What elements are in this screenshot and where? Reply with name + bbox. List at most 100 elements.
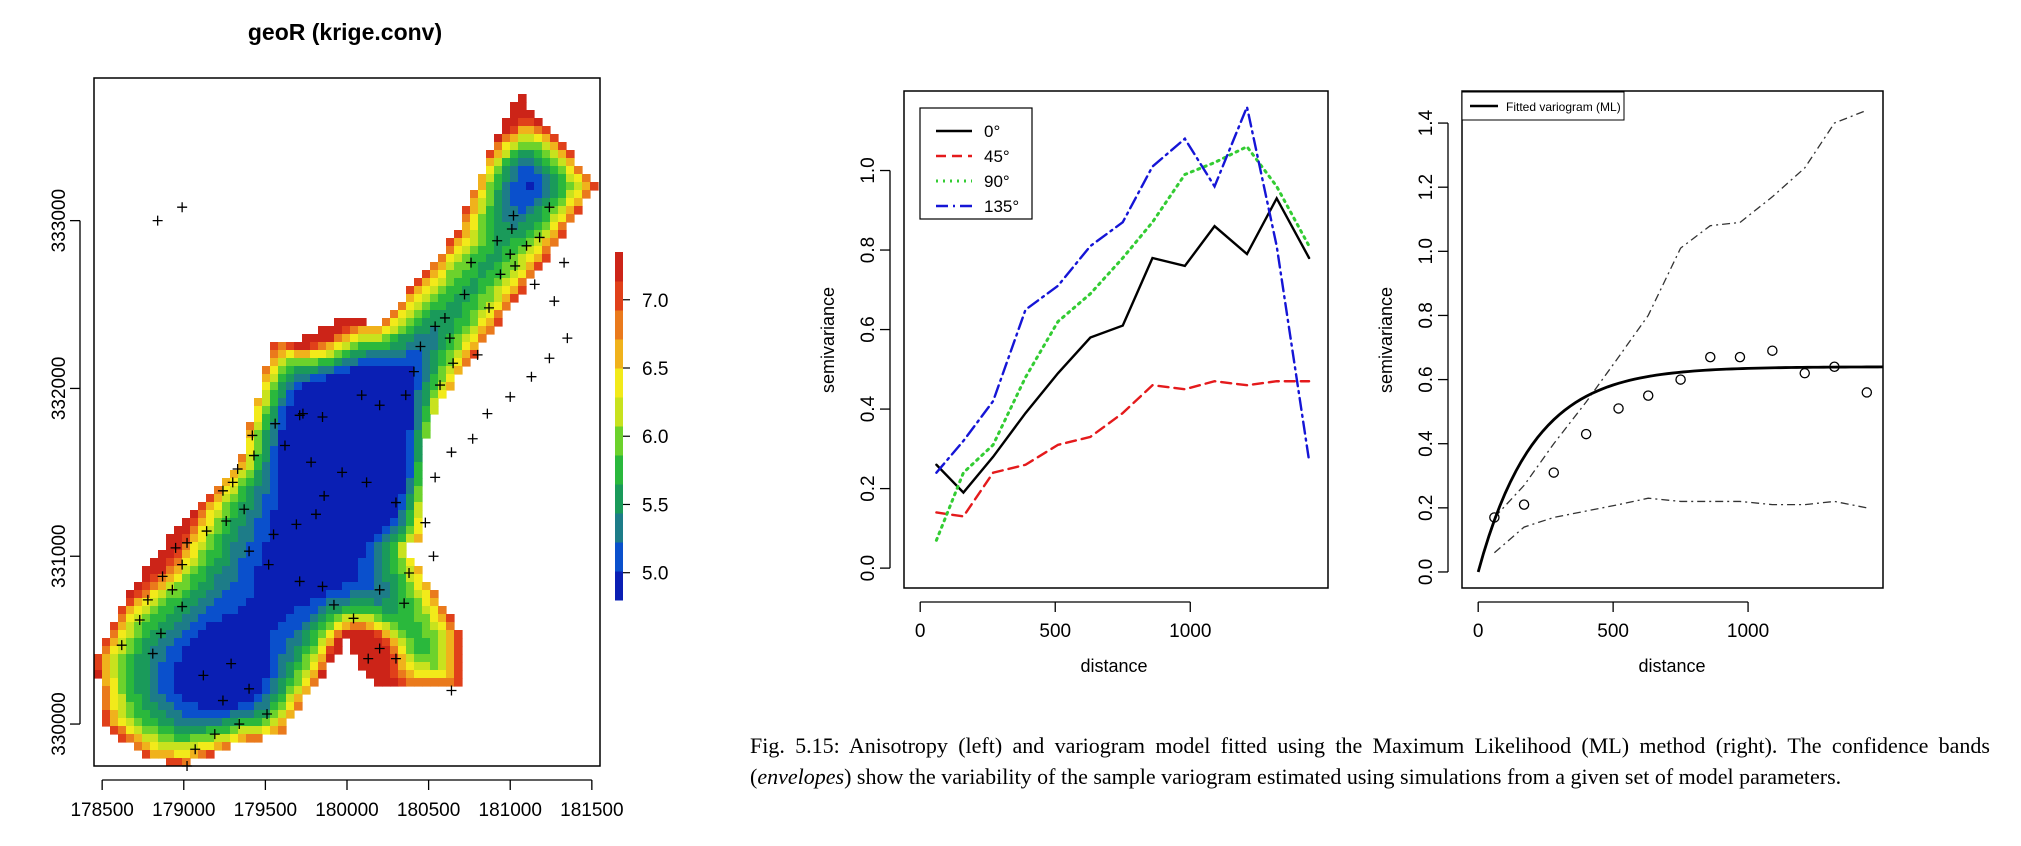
kriging-cell [390,414,399,423]
kriging-cell [286,678,295,687]
kriging-cell [574,182,583,191]
kriging-cell [358,350,367,359]
sample-point [390,653,401,664]
kriging-cell [374,542,383,551]
kriging-cell [142,662,151,671]
kriging-cell [350,462,359,471]
kriging-cell [534,166,543,175]
sample-point [526,371,537,382]
kriging-cell [286,494,295,503]
kriging-cell [142,638,151,647]
kriging-cell [270,550,279,559]
kriging-cell [518,190,527,199]
kriging-cell [270,702,279,711]
kriging-cell [478,270,487,279]
kriging-cell [526,118,535,127]
kriging-cell [390,670,399,679]
kriging-cell [310,518,319,527]
kriging-cell [126,710,135,719]
kriging-cell [430,590,439,599]
kriging-cell [350,550,359,559]
kriging-cell [374,502,383,511]
kriging-cell [118,606,127,615]
kriging-cell [246,526,255,535]
series-line-3 [935,102,1311,474]
kriging-cell [294,622,303,631]
kriging-cell [214,550,223,559]
kriging-cell [486,158,495,167]
kriging-cell [406,606,415,615]
kriging-cell [406,446,415,455]
kriging-cell [414,486,423,495]
kriging-cell [150,646,159,655]
kriging-cell [414,302,423,311]
kriging-cell [278,630,287,639]
kriging-cell [102,694,111,703]
kriging-cell [142,686,151,695]
fitted-y-tick-label: 1.0 [1416,238,1437,264]
map-x-tick-label: 181500 [560,800,623,821]
kriging-cell [550,230,559,239]
kriging-cell [158,670,167,679]
kriging-cell [166,654,175,663]
kriging-cell [254,646,263,655]
kriging-cell [134,710,143,719]
kriging-cell [462,342,471,351]
kriging-cell [414,510,423,519]
kriging-cell [542,158,551,167]
sample-point [559,257,570,268]
kriging-cell [486,214,495,223]
kriging-cell [398,358,407,367]
sample-point [510,260,521,271]
kriging-cell [358,582,367,591]
kriging-cell [310,558,319,567]
kriging-cell [454,238,463,247]
kriging-cell [278,510,287,519]
kriging-cell [510,270,519,279]
kriging-cell [422,582,431,591]
kriging-cell [486,230,495,239]
kriging-cell [206,742,215,751]
kriging-cell [534,150,543,159]
kriging-cell [542,230,551,239]
kriging-cell [342,326,351,335]
kriging-cell [222,638,231,647]
kriging-cell [334,614,343,623]
kriging-cell [518,254,527,263]
kriging-cell [422,310,431,319]
kriging-cell [398,630,407,639]
kriging-cell [374,646,383,655]
sample-point [428,551,439,562]
kriging-cell [174,550,183,559]
kriging-cell [150,750,159,759]
kriging-cell [286,366,295,375]
kriging-cell [390,478,399,487]
kriging-cell [222,630,231,639]
kriging-cell [470,270,479,279]
kriging-cell [326,598,335,607]
kriging-cell [174,526,183,535]
kriging-cell [430,614,439,623]
kriging-cell [126,702,135,711]
kriging-cell [398,446,407,455]
kriging-cell [278,598,287,607]
sample-point [190,744,201,755]
kriging-cell [382,422,391,431]
kriging-cell [278,398,287,407]
envelope-upper [1493,109,1868,518]
kriging-cell [182,518,191,527]
kriging-cell [174,534,183,543]
kriging-cell [398,310,407,319]
kriging-cell [494,294,503,303]
kriging-cell [470,246,479,255]
kriging-cell [246,654,255,663]
kriging-cell [326,614,335,623]
kriging-cell [158,606,167,615]
colorbar-swatch [615,513,623,543]
kriging-cell [398,350,407,359]
kriging-cell [438,654,447,663]
kriging-cell [350,454,359,463]
kriging-cell [502,222,511,231]
kriging-cell [526,134,535,143]
kriging-cell [422,678,431,687]
